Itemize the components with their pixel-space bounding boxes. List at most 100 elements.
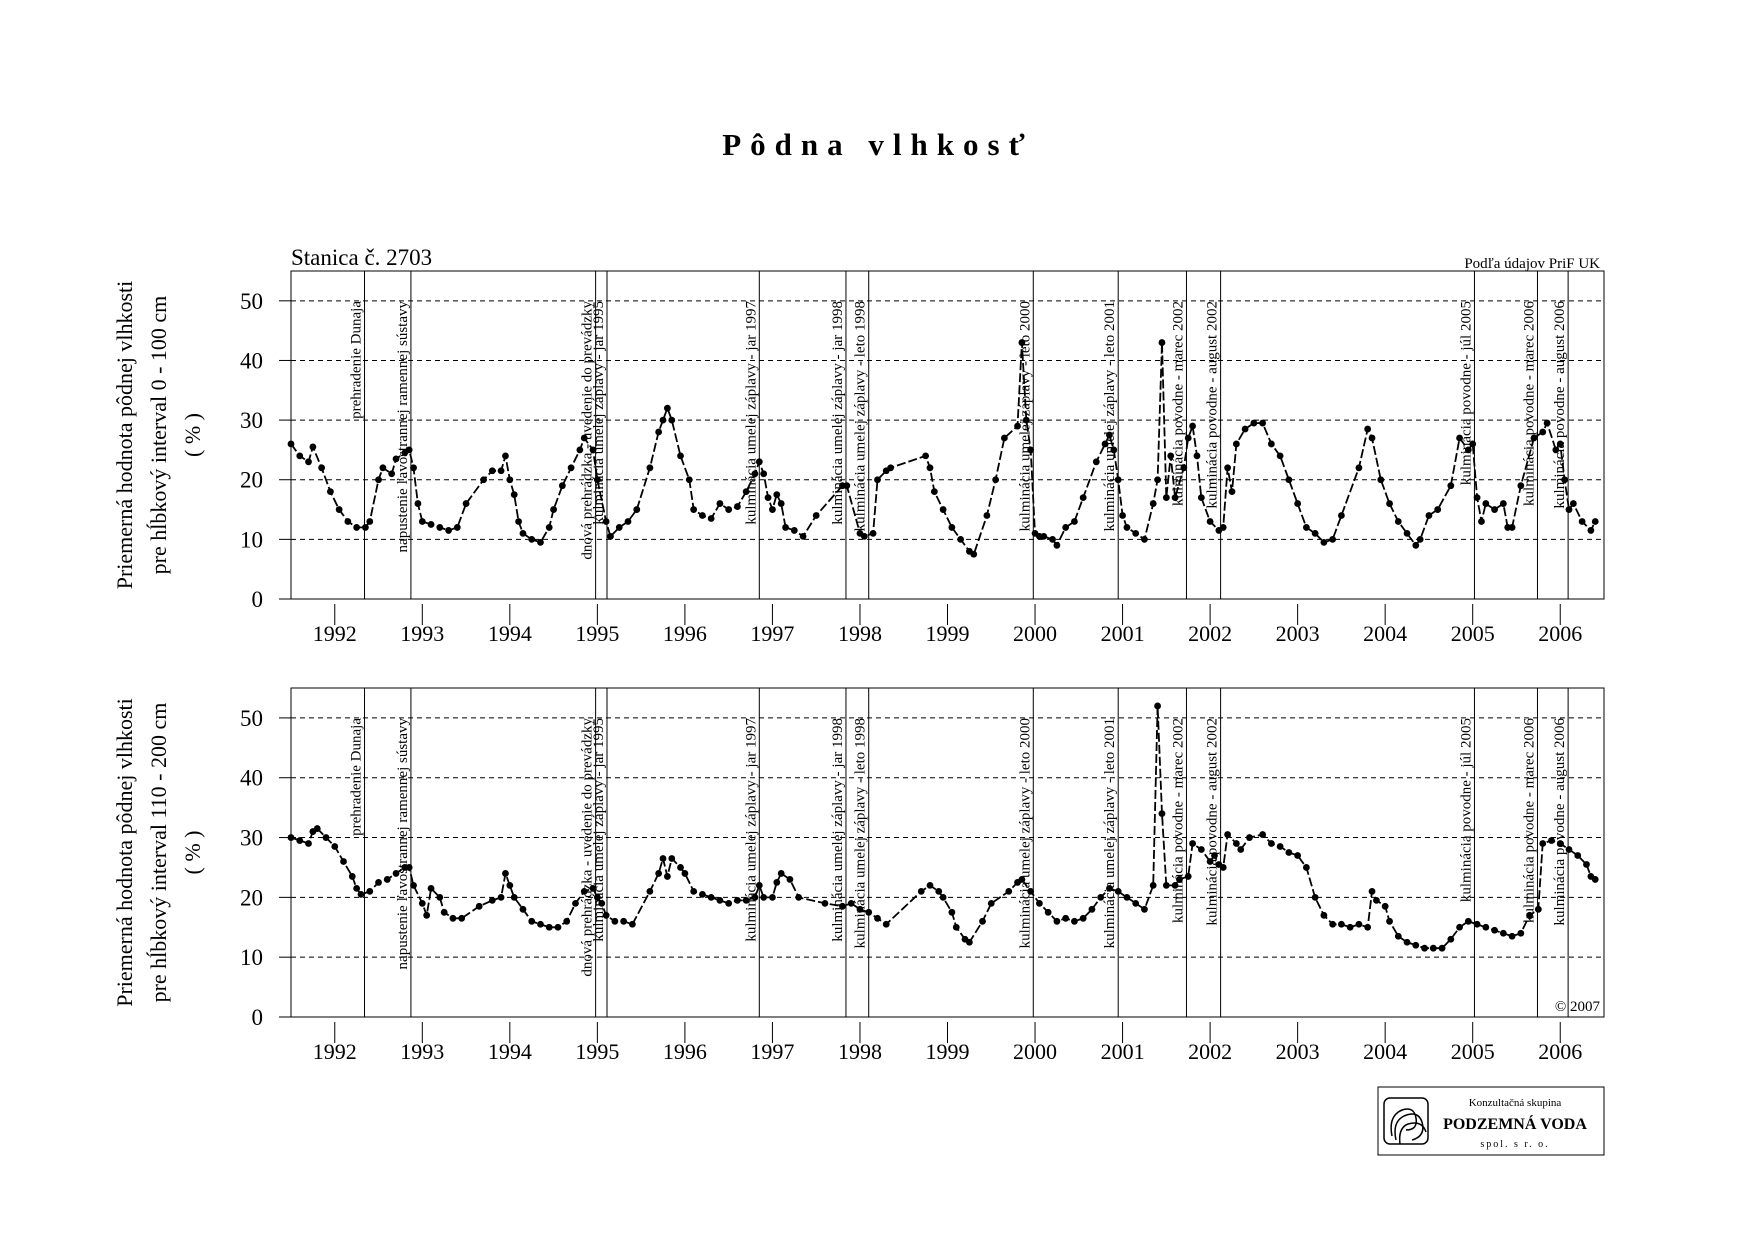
- data-point: [1197, 846, 1205, 853]
- data-point: [563, 917, 571, 925]
- data-point: [1412, 941, 1420, 949]
- data-point: [313, 825, 321, 832]
- plot-frame: [290, 687, 1605, 1018]
- x-tick-label: 1993: [400, 1039, 444, 1064]
- data-point: [1438, 944, 1446, 952]
- data-point: [593, 476, 601, 484]
- data-point: [449, 914, 457, 922]
- data-point: [1237, 846, 1245, 853]
- data-point: [1338, 512, 1345, 519]
- data-point: [677, 452, 684, 460]
- data-point: [326, 488, 334, 496]
- data-point: [1478, 518, 1485, 525]
- x-tick-label: 1997: [750, 1039, 794, 1064]
- data-point: [1447, 482, 1455, 490]
- data-point: [558, 482, 566, 490]
- event-label: napustenie ľavostrannej ramennej sústavy: [395, 718, 411, 970]
- x-tick-label: 1999: [926, 1039, 970, 1064]
- data-point: [1232, 840, 1240, 847]
- y-axis-label: pre hĺbkový interval 0 - 100 cm: [146, 296, 171, 575]
- data-point: [939, 506, 947, 513]
- data-point: [453, 524, 461, 531]
- x-tick-label: 1992: [313, 1039, 357, 1064]
- data-point: [777, 870, 785, 877]
- x-tick-label: 1996: [663, 1039, 707, 1064]
- data-point: [392, 870, 400, 877]
- x-tick-label: 1998: [838, 621, 882, 646]
- data-point: [970, 550, 978, 558]
- data-point: [668, 416, 676, 424]
- data-point: [1320, 538, 1328, 546]
- data-point: [436, 893, 444, 901]
- data-point: [1123, 893, 1131, 901]
- data-point: [751, 893, 759, 901]
- data-point: [423, 911, 431, 919]
- data-point: [1018, 876, 1026, 883]
- y-tick-label: 0: [252, 1005, 264, 1030]
- data-point: [1079, 914, 1087, 922]
- data-point: [1364, 425, 1372, 433]
- chart-panel: 0 10 20 30 40 50 1992 1993 1994 1995 1996 1997 1998 1…: [112, 245, 1605, 646]
- x-tick-label: 2003: [1276, 621, 1320, 646]
- x-tick-label: 1996: [663, 621, 707, 646]
- data-point: [1539, 840, 1547, 847]
- data-point: [1447, 935, 1455, 943]
- data-point: [510, 491, 518, 499]
- y-tick-label: 10: [240, 945, 263, 970]
- data-point: [1591, 518, 1599, 525]
- data-point: [519, 905, 527, 913]
- x-tick-label: 2003: [1276, 1039, 1320, 1064]
- data-point: [1044, 908, 1052, 916]
- logo-line3: spol. s r. o.: [1480, 1139, 1549, 1150]
- data-point: [331, 843, 339, 850]
- data-point: [926, 882, 934, 889]
- data-point: [344, 518, 352, 525]
- data-point: [405, 446, 413, 454]
- data-point: [410, 882, 417, 889]
- data-point: [1149, 500, 1157, 507]
- data-point: [860, 532, 868, 540]
- data-point: [462, 500, 470, 507]
- data-point: [1591, 876, 1599, 883]
- data-point: [1211, 852, 1218, 859]
- data-point: [633, 506, 641, 513]
- logo-icon: [1383, 1097, 1429, 1145]
- data-point: [1456, 923, 1463, 931]
- data-point: [318, 464, 326, 472]
- data-point: [580, 434, 588, 442]
- data-point: [856, 905, 864, 913]
- data-point: [418, 518, 426, 525]
- data-point: [475, 902, 483, 910]
- data-point: [1132, 899, 1140, 907]
- data-point: [1491, 506, 1498, 513]
- source-note: Podľa údajov PriF UK: [1464, 256, 1600, 272]
- data-point: [488, 467, 496, 475]
- data-point: [1381, 902, 1389, 910]
- data-point: [624, 518, 632, 525]
- data-point: [742, 488, 750, 496]
- data-point: [537, 920, 544, 928]
- data-point: [440, 908, 448, 916]
- data-point: [1176, 876, 1183, 883]
- data-point: [699, 890, 706, 898]
- data-point: [1302, 524, 1310, 531]
- event-label: dnová prehrádzka - uvedenie do prevádzky: [580, 301, 596, 560]
- data-point: [1162, 882, 1170, 889]
- data-point: [1097, 893, 1105, 901]
- data-point: [1469, 440, 1477, 448]
- data-point: [628, 920, 636, 928]
- data-point: [1123, 524, 1131, 531]
- data-point: [1246, 834, 1253, 841]
- data-point: [1482, 923, 1490, 931]
- y-tick-label: 30: [240, 826, 263, 851]
- data-point: [769, 893, 776, 901]
- data-point: [519, 530, 527, 537]
- x-tick-label: 2004: [1363, 1039, 1407, 1064]
- data-point: [1141, 535, 1148, 543]
- data-point: [414, 500, 422, 507]
- data-point: [948, 908, 956, 916]
- data-point: [734, 896, 741, 904]
- data-point: [348, 873, 356, 880]
- x-tick-label: 2005: [1451, 1039, 1495, 1064]
